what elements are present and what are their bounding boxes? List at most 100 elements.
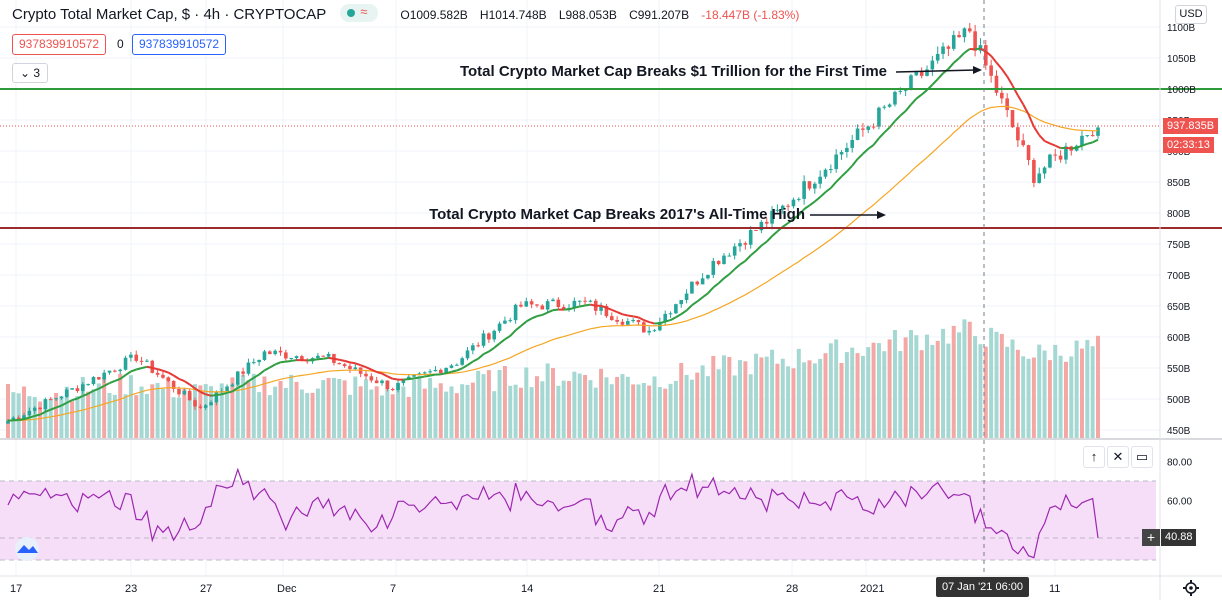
volume-bar: [999, 333, 1004, 438]
ema-fast-segment: [82, 392, 89, 397]
candle-body: [1021, 140, 1025, 146]
candle-body: [690, 281, 694, 294]
ema-slow-line: [7, 105, 1099, 422]
candle-body: [727, 255, 732, 257]
settings-gear-icon[interactable]: [1183, 580, 1199, 596]
candle-body: [989, 65, 993, 76]
candle-body: [155, 372, 160, 375]
volume-bar: [732, 375, 737, 438]
volume-bar: [721, 355, 726, 438]
ema-fast-segment: [498, 338, 506, 345]
volume-bar: [251, 373, 256, 438]
candle-body: [914, 71, 919, 76]
volume-bar: [802, 362, 807, 438]
candle-body: [97, 377, 101, 380]
currency-button[interactable]: USD: [1175, 5, 1207, 24]
ema-fast-segment: [114, 377, 121, 382]
annotation-trillion[interactable]: Total Crypto Market Cap Breaks $1 Trilli…: [459, 63, 887, 80]
volume-bar: [631, 384, 636, 438]
candle-body: [941, 46, 945, 54]
volume-bar: [529, 387, 534, 438]
candle-body: [284, 352, 288, 359]
candle-body: [668, 313, 673, 315]
volume-bar: [305, 393, 310, 438]
crosshair-plus-icon[interactable]: +: [1142, 529, 1160, 546]
ema-fast-segment: [280, 360, 286, 364]
ema-fast-segment: [798, 208, 805, 216]
candle-body: [551, 299, 555, 302]
ema-fast-segment: [525, 317, 533, 323]
ema-fast-segment: [29, 414, 36, 419]
ema-fast-segment: [504, 335, 511, 341]
volume-bar: [139, 386, 144, 438]
volume-bar: [545, 363, 550, 438]
volume-bar: [834, 339, 839, 438]
indicator-legend-toggle[interactable]: ⌄ 3: [12, 63, 48, 83]
volume-bar: [588, 380, 593, 438]
ema-fast-segment: [760, 240, 768, 247]
candle-body: [994, 75, 999, 93]
candle-body: [588, 300, 593, 302]
volume-bar: [422, 388, 427, 438]
ema-fast-segment: [71, 397, 78, 402]
volume-bar: [497, 370, 502, 438]
ema-fast-segment: [921, 89, 928, 96]
candle-body: [604, 305, 609, 317]
buy-price-box[interactable]: 937839910572: [132, 34, 227, 55]
ema-fast-segment: [712, 282, 720, 289]
volume-bar: [812, 363, 817, 438]
candle-body: [524, 301, 529, 307]
volume-bar: [663, 388, 668, 438]
maximize-pane-button[interactable]: ▭: [1131, 446, 1153, 468]
volume-bar: [353, 376, 358, 438]
ema-fast-segment: [590, 303, 596, 307]
status-pill[interactable]: ≈: [340, 4, 379, 23]
candle-body: [850, 139, 855, 148]
ema-fast-segment: [750, 250, 757, 257]
candle-body: [791, 199, 796, 207]
time-tick-label: 27: [200, 583, 213, 595]
sell-price-box[interactable]: 937839910572: [12, 34, 107, 55]
ema-fast-segment: [7, 419, 14, 422]
candle-body: [909, 75, 913, 90]
rsi-value-label: 40.88: [1161, 529, 1196, 546]
price-tick-label: 1000B: [1167, 85, 1196, 96]
annotation-ath[interactable]: Total Crypto Market Cap Breaks 2017's Al…: [429, 206, 805, 223]
ema-fast-segment: [1011, 85, 1019, 96]
candle-body: [348, 366, 352, 370]
ema-fast-segment: [60, 401, 68, 407]
move-pane-up-button[interactable]: ↑: [1083, 446, 1105, 468]
volume-bar: [289, 374, 294, 438]
volume-bar: [32, 397, 37, 438]
volume-bar: [96, 383, 101, 438]
candle-body: [22, 415, 26, 419]
candle-body: [770, 210, 774, 224]
candle-body: [706, 274, 710, 279]
volume-bar: [786, 366, 791, 438]
volume-bar: [396, 382, 401, 438]
volume-bar: [444, 391, 449, 438]
candle-body: [754, 230, 758, 232]
ema-fast-segment: [194, 387, 201, 393]
ema-fast-segment: [659, 320, 666, 325]
symbol-title[interactable]: Crypto Total Market Cap, $ · 4h · CRYPTO…: [12, 6, 327, 23]
volume-bar: [796, 348, 801, 438]
countdown-label: 02:33:13: [1163, 137, 1214, 153]
candle-body: [113, 370, 117, 372]
candle-body: [1080, 135, 1084, 146]
volume-bar: [978, 344, 983, 438]
close-pane-button[interactable]: ✕: [1107, 446, 1129, 468]
candle-body: [861, 128, 865, 130]
ema-fast-segment: [985, 50, 992, 57]
market-status-icon: [347, 9, 356, 18]
volume-bar: [326, 378, 331, 438]
volume-bar: [337, 378, 342, 438]
candle-body: [1005, 98, 1009, 111]
logo-mountain: [17, 545, 38, 553]
price-axis-ticks: 450B500B550B600B650B700B750B800B850B900B…: [1167, 23, 1196, 437]
candle-body: [6, 420, 10, 424]
volume-bar: [86, 391, 91, 438]
ema-fast-segment: [381, 372, 388, 378]
ema-fast-segment: [18, 418, 25, 421]
